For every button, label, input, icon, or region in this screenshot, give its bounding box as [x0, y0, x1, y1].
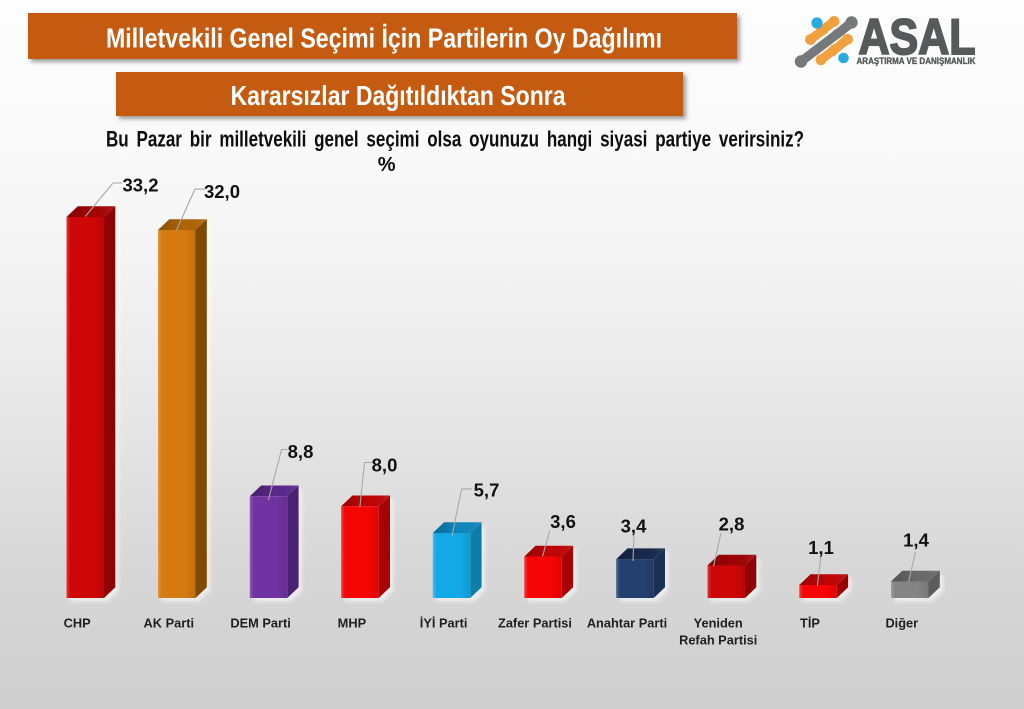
svg-text:3,6: 3,6: [550, 511, 576, 532]
svg-text:3,4: 3,4: [621, 515, 647, 536]
svg-text:Anahtar Parti: Anahtar Parti: [587, 616, 667, 631]
svg-text:1,4: 1,4: [903, 530, 929, 551]
svg-text:8,0: 8,0: [372, 455, 398, 476]
svg-text:33,2: 33,2: [122, 175, 158, 196]
svg-text:%: %: [378, 154, 396, 176]
svg-text:ASAL: ASAL: [859, 9, 976, 65]
svg-text:5,7: 5,7: [474, 480, 500, 501]
svg-text:İYİ Parti: İYİ Parti: [420, 616, 468, 631]
svg-text:Kararsızlar Dağıtıldıktan Sonr: Kararsızlar Dağıtıldıktan Sonra: [231, 80, 566, 111]
svg-text:DEM Parti: DEM Parti: [230, 616, 290, 631]
svg-text:Refah Partisi: Refah Partisi: [679, 633, 757, 648]
svg-text:CHP: CHP: [64, 616, 91, 631]
svg-text:32,0: 32,0: [204, 181, 240, 202]
svg-text:AK Parti: AK Parti: [144, 616, 195, 631]
svg-text:Zafer Partisi: Zafer Partisi: [498, 616, 572, 631]
svg-text:1,1: 1,1: [808, 537, 834, 558]
svg-text:Diğer: Diğer: [885, 616, 918, 631]
svg-text:8,8: 8,8: [288, 441, 314, 462]
svg-text:ARAŞTIRMA VE DANIŞMANLIK: ARAŞTIRMA VE DANIŞMANLIK: [857, 56, 976, 66]
svg-text:MHP: MHP: [338, 616, 367, 631]
svg-text:Milletvekili Genel Seçimi İçin: Milletvekili Genel Seçimi İçin Partileri…: [106, 23, 662, 54]
svg-text:TİP: TİP: [800, 616, 820, 631]
svg-text:Bu Pazar bir milletvekili gene: Bu Pazar bir milletvekili genel seçimi o…: [106, 127, 804, 152]
svg-text:Yeniden: Yeniden: [694, 616, 743, 631]
svg-text:2,8: 2,8: [719, 513, 745, 534]
